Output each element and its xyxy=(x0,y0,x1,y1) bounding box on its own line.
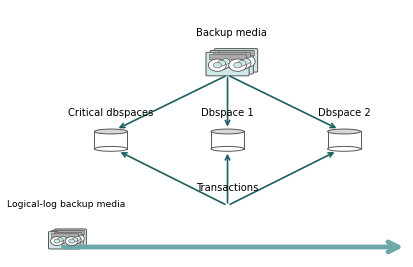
Text: Dbspace 2: Dbspace 2 xyxy=(317,108,370,119)
Circle shape xyxy=(217,61,225,66)
Circle shape xyxy=(208,59,226,71)
FancyBboxPatch shape xyxy=(205,52,249,76)
FancyBboxPatch shape xyxy=(214,49,257,72)
Circle shape xyxy=(233,57,250,69)
Circle shape xyxy=(221,59,229,64)
Circle shape xyxy=(212,57,230,69)
Bar xyxy=(209,54,245,59)
Circle shape xyxy=(75,236,81,240)
Text: Logical-log backup media: Logical-log backup media xyxy=(7,200,125,209)
Ellipse shape xyxy=(211,146,243,151)
Bar xyxy=(57,230,83,234)
Circle shape xyxy=(54,239,60,243)
FancyBboxPatch shape xyxy=(55,229,86,246)
Circle shape xyxy=(233,62,241,68)
Circle shape xyxy=(50,237,63,246)
Circle shape xyxy=(54,235,66,244)
Circle shape xyxy=(65,237,78,246)
Circle shape xyxy=(228,59,246,71)
Circle shape xyxy=(242,59,250,64)
Bar xyxy=(327,131,360,149)
Bar xyxy=(213,52,249,57)
Circle shape xyxy=(69,239,74,243)
Circle shape xyxy=(216,55,234,68)
Circle shape xyxy=(72,238,78,242)
Ellipse shape xyxy=(211,129,243,134)
Circle shape xyxy=(57,234,69,243)
Circle shape xyxy=(57,238,63,242)
Bar xyxy=(54,232,81,235)
Bar xyxy=(94,131,127,149)
Text: Backup media: Backup media xyxy=(195,28,266,38)
FancyBboxPatch shape xyxy=(210,50,253,74)
Circle shape xyxy=(237,55,255,68)
Text: Dbspace 1: Dbspace 1 xyxy=(201,108,253,119)
Ellipse shape xyxy=(94,129,127,134)
Circle shape xyxy=(68,235,81,244)
FancyBboxPatch shape xyxy=(48,231,80,249)
Text: Critical dbspaces: Critical dbspaces xyxy=(68,108,153,119)
Ellipse shape xyxy=(94,146,127,151)
Bar xyxy=(217,50,254,55)
Ellipse shape xyxy=(327,129,360,134)
Bar xyxy=(51,233,77,237)
Circle shape xyxy=(237,61,245,66)
Ellipse shape xyxy=(327,146,360,151)
Circle shape xyxy=(60,236,66,240)
FancyBboxPatch shape xyxy=(52,230,83,248)
Bar xyxy=(211,131,243,149)
Circle shape xyxy=(71,234,84,243)
Text: Transactions: Transactions xyxy=(196,183,258,193)
Circle shape xyxy=(213,62,221,68)
